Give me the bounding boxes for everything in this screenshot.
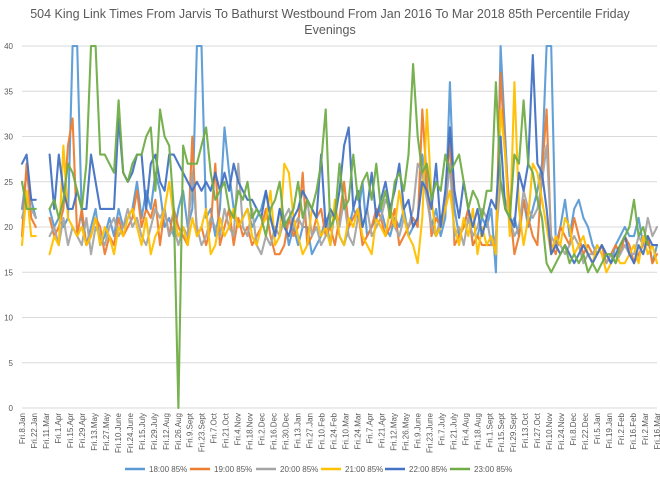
x-tick-label: Fri.23.June — [425, 412, 434, 453]
x-tick-label: Fri.24.Mar — [354, 413, 363, 450]
x-tick-label: Fri.15.July — [138, 413, 147, 450]
x-tick-label: Fri.5.Jan — [593, 413, 602, 444]
chart-title-line-2: Evenings — [304, 23, 355, 37]
x-tick-label: Fri.2.Mar — [641, 413, 650, 445]
x-tick-label: Fri.24.Nov — [557, 413, 566, 450]
x-tick-label: Fri.15.Apr — [66, 413, 75, 448]
x-tick-label: Fri.29.Sept — [509, 412, 518, 452]
x-tick-label: Fri.21.July — [449, 413, 458, 450]
legend-label-1: 19:00 85% — [214, 465, 252, 474]
y-tick-label: 35 — [4, 87, 13, 96]
y-tick-label: 20 — [4, 223, 13, 232]
legend: 18:00 85% 19:00 85% 20:00 85% 21:00 85% 22:0… — [125, 465, 512, 474]
x-axis-ticks: Fri.8.Jan Fri.22.Jan Fri.11.Mar Fri.1.Apr Fr… — [18, 412, 660, 453]
legend-label-0: 18:00 85% — [149, 465, 187, 474]
x-tick-label: Fri.11.Mar — [42, 413, 51, 449]
chart-title-line-1: 504 King Link Times From Jarvis To Bathu… — [30, 7, 630, 21]
x-tick-label: Fri.8.Jan — [18, 413, 27, 444]
x-tick-label: Fri.2.Dec — [258, 413, 267, 445]
x-tick-label: Fri.18.Nov — [246, 413, 255, 450]
x-tick-label: Fri.23.Sept — [198, 412, 207, 452]
x-tick-label: Fri.27.Jan — [306, 413, 315, 449]
x-tick-label: Fri.10.Feb — [318, 412, 327, 449]
x-tick-label: Fri.19.Jan — [605, 413, 614, 449]
x-tick-label: Fri.10.Mar — [342, 413, 351, 450]
series-lines — [20, 44, 659, 410]
x-tick-label: Fri.13.Oct — [521, 412, 530, 448]
legend-label-2: 20:00 85% — [280, 465, 318, 474]
x-tick-label: Fri.1.Sept — [485, 412, 494, 447]
y-tick-label: 25 — [4, 178, 13, 187]
x-tick-label: Fri.12.May — [389, 413, 398, 451]
series-line-3 — [20, 81, 659, 274]
x-tick-label: Fri.30.Dec — [282, 413, 291, 450]
x-tick-label: Fri.8.Dec — [569, 413, 578, 445]
y-tick-label: 10 — [4, 314, 13, 323]
y-tick-label: 5 — [9, 359, 14, 368]
x-tick-label: Fri.27.Oct — [533, 412, 542, 448]
x-tick-label: Fri.15.Sept — [497, 412, 506, 452]
y-tick-label: 30 — [4, 133, 13, 142]
x-tick-label: Fri.2.Feb — [617, 412, 626, 445]
x-tick-label: Fri.16.Dec — [270, 413, 279, 450]
x-tick-label: Fri.22.Dec — [581, 413, 590, 450]
x-tick-label: Fri.10.June — [114, 412, 123, 453]
x-tick-label: Fri.26.Aug — [174, 413, 183, 450]
x-tick-label: Fri.12.Aug — [162, 413, 171, 450]
legend-label-3: 21:00 85% — [345, 465, 383, 474]
x-tick-label: Fri.27.May — [102, 413, 111, 451]
x-tick-label: Fri.13.Jan — [294, 413, 303, 449]
x-tick-label: Fri.26.May — [401, 413, 410, 451]
x-tick-label: Fri.22.Jan — [30, 413, 39, 449]
x-tick-label: Fri.4.Aug — [461, 413, 470, 445]
y-tick-label: 15 — [4, 268, 13, 277]
x-tick-label: Fri.10.Nov — [545, 413, 554, 450]
x-tick-label: Fri.24.Feb — [330, 412, 339, 449]
x-tick-label: Fri.29.July — [150, 413, 159, 450]
legend-label-5: 23:00 85% — [474, 465, 512, 474]
x-tick-label: Fri.7.Apr — [366, 413, 375, 444]
legend-label-4: 22:00 85% — [409, 465, 447, 474]
x-tick-label: Fri.9.June — [413, 412, 422, 448]
x-tick-label: Fri.7.July — [437, 413, 446, 445]
series-line-5 — [20, 44, 649, 410]
x-tick-label: Fri.4.Nov — [234, 413, 243, 445]
y-tick-label: 0 — [9, 404, 14, 413]
x-tick-label: Fri.1.Apr — [54, 413, 63, 444]
x-tick-label: Fri.13.May — [90, 413, 99, 451]
y-tick-label: 40 — [4, 42, 13, 51]
x-tick-label: Fri.24.June — [126, 412, 135, 453]
x-tick-label: Fri.29.Apr — [78, 413, 87, 448]
x-tick-label: Fri.18.Aug — [473, 413, 482, 450]
x-tick-label: Fri.21.Oct — [222, 412, 231, 448]
x-tick-label: Fri.16.Feb — [629, 412, 638, 449]
series-line-4 — [20, 54, 659, 265]
y-axis-ticks: 0 5 10 15 20 25 30 35 40 — [4, 42, 13, 413]
x-tick-label: Fri.21.Apr — [377, 413, 386, 448]
x-tick-label: Fri.9.Sept — [186, 412, 195, 447]
x-tick-label: Fri.16.Mar — [653, 413, 660, 450]
x-tick-label: Fri.7.Oct — [210, 412, 219, 443]
